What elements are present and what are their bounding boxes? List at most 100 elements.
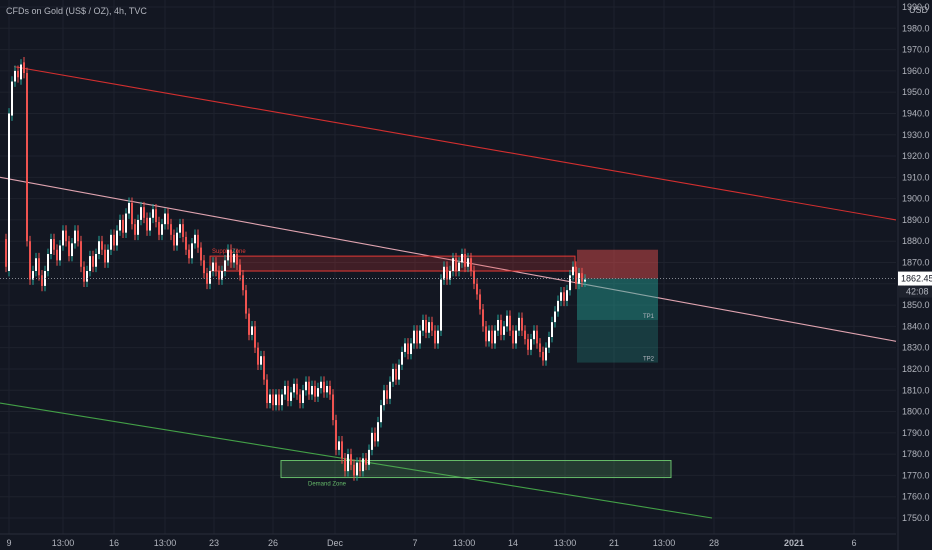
last-price-tag	[898, 271, 932, 286]
candle	[146, 217, 148, 231]
zones: Supply Zone Demand Zone	[209, 249, 672, 488]
x-tick-label: 13:00	[154, 538, 177, 548]
candle	[449, 271, 451, 280]
x-tick-label: 13:00	[653, 538, 676, 548]
candle	[38, 258, 40, 276]
candle	[425, 319, 427, 333]
candle	[467, 258, 469, 267]
candle	[218, 271, 220, 280]
candle	[371, 432, 373, 450]
candle	[89, 256, 91, 272]
candle	[584, 279, 586, 282]
candle	[395, 368, 397, 380]
stop-loss-zone	[577, 249, 658, 279]
candle	[368, 449, 370, 465]
supply-zone	[209, 255, 576, 272]
candle	[482, 309, 484, 327]
candle	[344, 458, 346, 472]
candle	[236, 253, 238, 265]
candle	[521, 317, 523, 331]
candle	[311, 385, 313, 395]
candle	[545, 347, 547, 361]
candle	[530, 339, 532, 350]
candle	[191, 243, 193, 259]
candle	[383, 390, 385, 406]
x-tick-label: 7	[412, 538, 417, 548]
candle	[239, 264, 241, 276]
candle	[341, 441, 343, 459]
candle	[32, 271, 34, 280]
time-axis[interactable]: 9 13:00 16 13:00 23 26 Dec 7 13:00 14 13:00 21 13:00…	[6, 538, 856, 548]
candle	[500, 319, 502, 335]
candle	[53, 239, 55, 250]
candle	[359, 462, 361, 472]
candle	[26, 73, 28, 242]
candle	[461, 253, 463, 263]
candle	[548, 337, 550, 348]
candle	[80, 241, 82, 267]
price-axis[interactable]: 1750.0 1760.0 1770.0 1780.0 1790.0 1800.0 1810…	[898, 2, 932, 523]
x-tick-label: 6	[851, 538, 856, 548]
candle	[296, 383, 298, 395]
x-tick-label: 23	[209, 538, 219, 548]
grid	[0, 0, 899, 550]
candle	[551, 322, 553, 338]
candle	[419, 330, 421, 344]
candle	[131, 202, 133, 225]
candle	[362, 458, 364, 472]
candle	[515, 330, 517, 344]
y-tick-label: 1870.0	[902, 258, 930, 268]
candle	[455, 258, 457, 272]
candle	[134, 224, 136, 235]
countdown-label: 42:08	[906, 287, 929, 297]
candle	[302, 390, 304, 404]
candle	[299, 394, 301, 404]
candle	[257, 347, 259, 365]
candle	[329, 385, 331, 395]
candle	[290, 392, 292, 401]
candle	[314, 385, 316, 397]
candle	[479, 294, 481, 310]
candle	[287, 385, 289, 401]
candle	[392, 368, 394, 382]
x-tick-label: 21	[609, 538, 619, 548]
y-tick-label: 1900.0	[902, 194, 930, 204]
candle	[422, 319, 424, 331]
tp1-label: TP1	[643, 314, 655, 320]
candle	[188, 249, 190, 259]
candle	[506, 315, 508, 327]
y-tick-label: 1880.0	[902, 236, 930, 246]
candle	[476, 283, 478, 295]
y-tick-label: 1980.0	[902, 23, 930, 33]
candle	[416, 330, 418, 344]
candle	[281, 394, 283, 406]
y-tick-label: 1790.0	[902, 428, 930, 438]
y-tick-label: 1820.0	[902, 364, 930, 374]
tp1-zone	[577, 278, 658, 320]
candle	[119, 219, 121, 231]
candle	[497, 319, 499, 331]
candle	[428, 322, 430, 333]
supply-zone-label: Supply Zone	[212, 249, 246, 255]
y-tick-label: 1950.0	[902, 87, 930, 97]
candle	[167, 213, 169, 225]
candle	[440, 279, 442, 331]
candle	[143, 207, 145, 218]
candle	[107, 249, 109, 263]
candle	[179, 224, 181, 233]
candle	[374, 432, 376, 442]
candle	[164, 213, 166, 225]
y-tick-label: 1850.0	[902, 300, 930, 310]
candle	[212, 262, 214, 272]
candle	[581, 273, 583, 282]
candle	[23, 62, 25, 74]
trade-setup: TP1 TP2	[577, 249, 658, 363]
candle	[503, 326, 505, 335]
x-tick-label: 13:00	[52, 538, 75, 548]
candle	[452, 258, 454, 272]
candle	[95, 253, 97, 267]
candle	[353, 464, 355, 476]
candle	[443, 266, 445, 280]
